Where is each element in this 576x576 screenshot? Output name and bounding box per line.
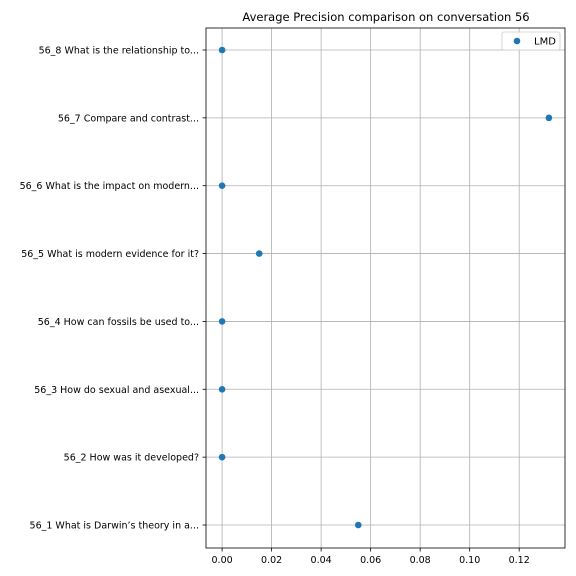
- legend-box: [501, 31, 561, 51]
- data-point: [218, 453, 226, 461]
- y-tick-label: 56_7 Compare and contrast...: [58, 113, 199, 124]
- data-point: [354, 521, 362, 529]
- data-point: [218, 182, 226, 190]
- x-tick-label: 0.06: [360, 555, 381, 566]
- y-tick-label: 56_1 What is Darwin’s theory in a...: [30, 521, 199, 532]
- y-tick-label: 56_4 How can fossils be used to...: [38, 317, 199, 328]
- chart-title: Average Precision comparison on conversa…: [242, 10, 529, 24]
- x-tick-label: 0.10: [459, 555, 480, 566]
- data-point: [218, 385, 226, 393]
- x-tick-label: 0.04: [311, 555, 332, 566]
- y-tick-label: 56_5 What is modern evidence for it?: [21, 249, 199, 260]
- data-point: [218, 46, 226, 54]
- data-points: [218, 46, 553, 529]
- grid: [206, 28, 565, 548]
- y-tick-label: 56_8 What is the relationship to...: [39, 46, 199, 57]
- data-point: [218, 318, 226, 325]
- plot-frame: [205, 27, 566, 549]
- x-tick-label: 0.12: [509, 555, 530, 566]
- legend-label: LMD: [534, 37, 556, 48]
- legend: LMD: [501, 31, 561, 51]
- x-tick-label: 0.00: [212, 555, 233, 566]
- x-tick-label: 0.02: [261, 555, 282, 566]
- y-tick-label: 56_3 How do sexual and asexual...: [34, 385, 199, 396]
- y-tick-label: 56_2 How was it developed?: [64, 453, 199, 464]
- axis-ticks: 0.00 0.02 0.04 0.06 0.08 0.10 0.12 56_1 What is…: [20, 46, 530, 567]
- data-point: [255, 250, 263, 257]
- x-tick-label: 0.08: [410, 555, 431, 566]
- y-tick-label: 56_6 What is the impact on modern...: [20, 181, 199, 192]
- legend-marker: [513, 37, 521, 45]
- data-point: [545, 114, 553, 122]
